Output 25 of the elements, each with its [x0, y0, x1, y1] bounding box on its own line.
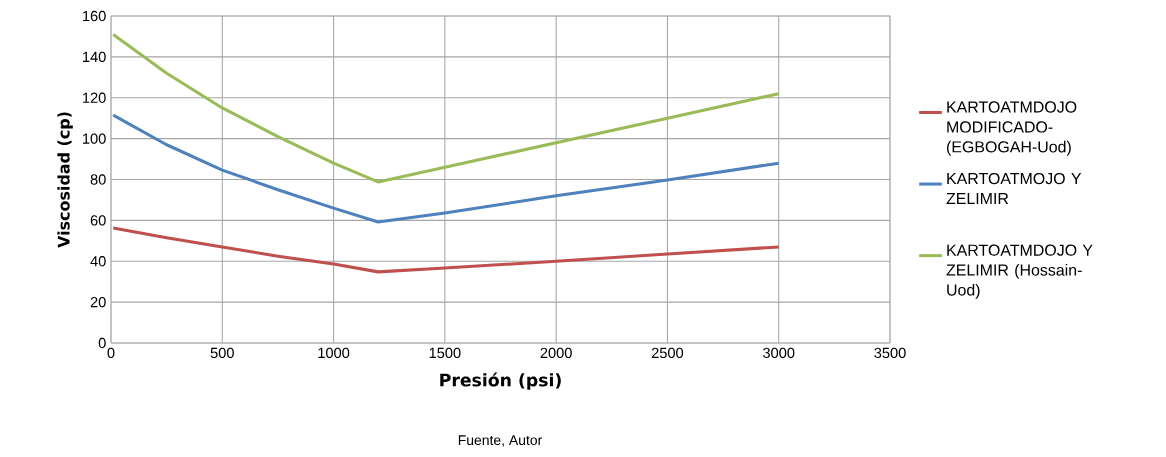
- y-tick-label: 20: [90, 296, 106, 308]
- x-tick-label: 500: [210, 347, 234, 359]
- source-note: Fuente, Autor: [458, 435, 543, 447]
- y-tick-label: 80: [90, 174, 106, 185]
- x-tick-label: 0: [107, 347, 115, 359]
- y-axis-title: Viscosidad (cp): [57, 112, 73, 248]
- x-tick-label: 1000: [318, 347, 350, 359]
- y-tick-label: 120: [83, 92, 106, 103]
- legend-label: KARTOATMDOJO Y ZELIMIR (Hossain-Uod): [946, 244, 1093, 299]
- y-tick-label: 0: [98, 337, 106, 349]
- y-tick-label: 100: [83, 133, 106, 144]
- legend-label: KARTOATMOJO Y ZELIMIR: [946, 172, 1082, 204]
- line-series: [111, 113, 781, 224]
- y-tick-label: 140: [83, 51, 106, 63]
- legend-label: KARTOATMDOJO MODIFICADO-(EGBOGAH-Uod): [947, 101, 1077, 156]
- x-tick-label: 2000: [540, 347, 572, 359]
- y-tick-label: 40: [90, 256, 106, 267]
- y-tick-label: 60: [90, 215, 106, 226]
- y-tick-label: 160: [83, 10, 106, 22]
- x-tick-label: 1500: [429, 347, 461, 359]
- x-tick-label: 3000: [763, 347, 795, 359]
- x-tick-label: 2500: [651, 347, 684, 359]
- x-axis-title: Presión (psi): [440, 372, 561, 390]
- x-tick-label: 3500: [874, 347, 906, 359]
- line-series: [111, 226, 781, 274]
